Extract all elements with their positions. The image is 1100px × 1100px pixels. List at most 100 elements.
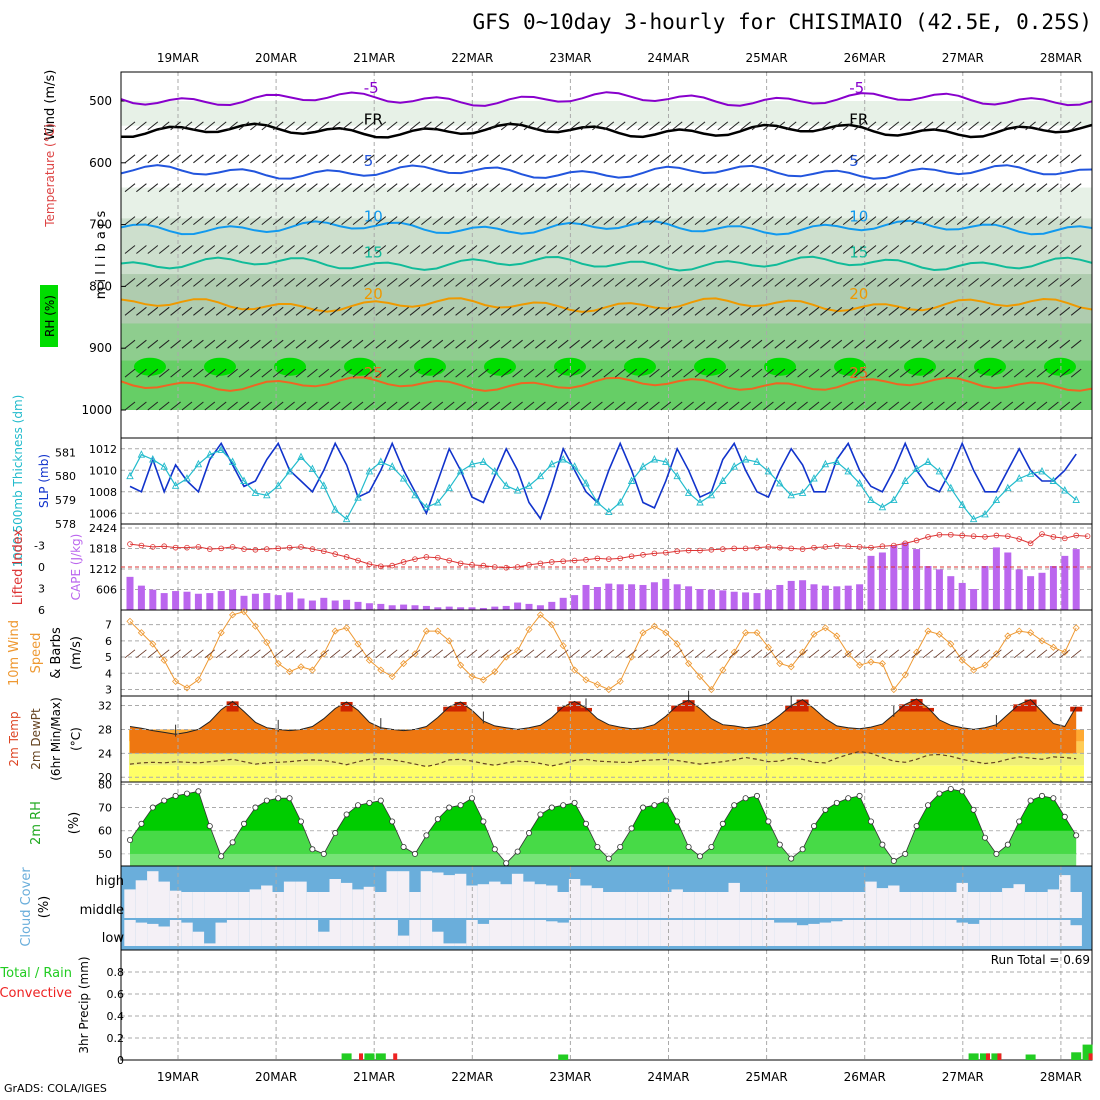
li-point xyxy=(845,543,851,550)
wind-barb xyxy=(489,154,501,164)
cloud-gap-bar xyxy=(762,892,775,918)
rh-point xyxy=(1004,841,1011,848)
wind-barb xyxy=(580,306,592,316)
wind-barb xyxy=(421,339,432,349)
date-label-bottom: 19MAR xyxy=(157,1070,199,1084)
cloud-gap-bar xyxy=(876,892,889,918)
temp-band xyxy=(129,753,1084,766)
wind-barb xyxy=(215,401,227,411)
wind-tick: 4 xyxy=(105,667,112,680)
wind-barb xyxy=(158,306,170,316)
rh-point xyxy=(560,802,567,809)
wind-barb xyxy=(968,216,979,225)
cloud-gap-bar xyxy=(808,923,820,946)
wind-barb xyxy=(546,245,558,254)
wind-barb-10m xyxy=(1036,649,1048,659)
wind-barb xyxy=(512,183,523,193)
rh-point xyxy=(377,797,384,804)
wind-barb xyxy=(637,154,649,164)
wind-barb xyxy=(386,154,398,164)
wind-barb xyxy=(603,278,615,287)
wind-barb-10m xyxy=(318,649,330,659)
wind-speed-point xyxy=(388,672,396,681)
wind-barb xyxy=(774,183,786,193)
cloud-gap-bar xyxy=(888,892,900,918)
rh-point xyxy=(138,820,145,827)
rh-point xyxy=(993,850,1000,857)
wind-barb xyxy=(136,154,147,164)
wind-barb-10m xyxy=(170,649,181,659)
rh-moist-patch xyxy=(764,357,796,376)
wind-barb xyxy=(455,401,466,411)
wind-speed-point xyxy=(536,611,544,619)
li-point xyxy=(719,546,726,552)
wind-speed-point xyxy=(468,672,476,681)
thickness-point xyxy=(662,457,670,465)
wind-barb xyxy=(443,183,455,193)
li-point xyxy=(765,544,772,550)
wind-barb xyxy=(728,121,740,131)
wind-barb xyxy=(1070,368,1082,378)
wind-barb xyxy=(307,339,318,349)
cape-bar xyxy=(286,592,294,610)
wind-barb xyxy=(386,401,398,411)
wind-barb xyxy=(1002,306,1014,316)
cloud-gap-bar xyxy=(523,881,535,892)
cloud-gap-bar xyxy=(397,935,410,946)
wind-barb xyxy=(899,216,911,225)
wind-barb xyxy=(808,245,820,254)
wind-barb xyxy=(421,121,432,131)
isotherm-line xyxy=(120,164,1093,180)
wind-barb xyxy=(649,245,660,254)
thickness-point xyxy=(468,459,476,468)
wind-barb xyxy=(934,306,945,316)
thickness-point xyxy=(422,502,431,511)
rh-point xyxy=(822,806,829,813)
wind-barb xyxy=(375,339,387,349)
wind-barb xyxy=(763,278,774,287)
cloud-gap-bar xyxy=(1047,889,1060,892)
cape-bar xyxy=(593,586,601,610)
cloud-gap-bar xyxy=(1024,920,1037,946)
wind-barb xyxy=(740,216,751,225)
wind-barb xyxy=(398,278,409,287)
wind-barb xyxy=(158,368,170,378)
wind-barb xyxy=(136,245,147,254)
wind-barb-10m xyxy=(329,649,341,659)
wind-barb xyxy=(489,278,501,287)
cloud-gap-bar xyxy=(147,923,159,946)
wind-barb xyxy=(922,154,934,164)
wind-barb xyxy=(1002,401,1014,411)
cloud-gap-bar xyxy=(933,892,946,918)
wind-barb-10m xyxy=(1059,649,1071,659)
wind-barb xyxy=(478,183,489,193)
thickness-point xyxy=(263,490,271,499)
wind-barb-10m xyxy=(421,649,432,659)
wind-barb-10m xyxy=(979,649,991,659)
cloud-gap-bar xyxy=(922,920,934,946)
wind-barb xyxy=(683,121,694,131)
wind-barb xyxy=(352,121,364,131)
wind-barb xyxy=(956,306,968,316)
wind-barb xyxy=(694,121,706,131)
cloud-gap-bar xyxy=(546,892,558,918)
run-total-label: Run Total = 0.69 xyxy=(990,953,1090,967)
cloud-gap-bar xyxy=(637,920,649,946)
wind-barb xyxy=(694,183,706,193)
wind-barb xyxy=(842,339,854,349)
thickness-point xyxy=(992,495,1001,504)
wind-barb xyxy=(717,278,729,287)
wind-barb xyxy=(717,183,729,193)
cape-bar xyxy=(308,600,316,610)
wind-barb xyxy=(820,339,831,349)
wind-barb-10m xyxy=(250,649,261,659)
wind-barb xyxy=(603,401,615,411)
wind-barb-10m xyxy=(181,649,193,659)
cape-bar xyxy=(479,607,487,610)
wind-barb xyxy=(409,401,421,411)
rh-point xyxy=(719,820,726,827)
wind-barb xyxy=(592,121,603,131)
thickness-point xyxy=(1026,469,1035,477)
cloud-gap-bar xyxy=(831,921,843,946)
wind-barb-10m xyxy=(215,649,227,659)
